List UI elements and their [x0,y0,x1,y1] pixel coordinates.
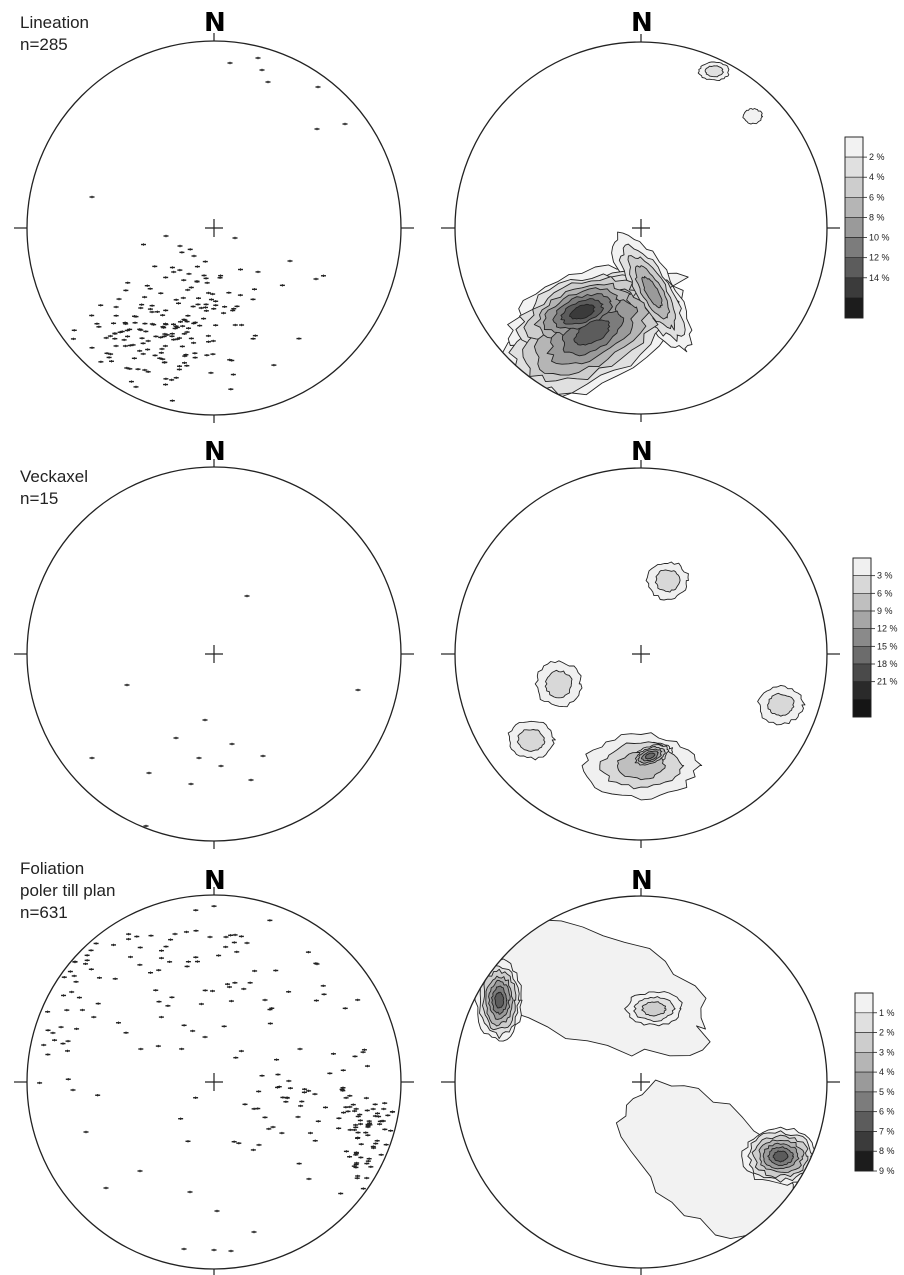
legend-frame [844,136,864,319]
legend-label: 12 % [869,253,890,263]
contour-line [654,569,681,593]
legend-swatch [852,592,872,612]
north-label-scatter-1: N [204,8,226,38]
legend-swatch [854,1032,874,1053]
contour-line [494,991,505,1009]
legend-swatch [854,1131,874,1152]
legend-swatch [854,1052,874,1073]
contour-line [516,729,546,752]
legend-swatch [852,557,872,577]
legend-label: 8 % [879,1146,895,1156]
legend-swatch [844,257,864,279]
contour-line [767,692,795,717]
contour-band [494,991,789,1163]
legend-swatch [844,136,864,158]
legend-label: 2 % [869,152,885,162]
foliation-subtitle: poler till plan [20,881,115,900]
north-label-scatter-2: N [204,437,226,467]
veckaxel-scatter-points [89,594,361,828]
contour-band [644,752,656,760]
veckaxel-panel: Veckaxel n=15 N N 3 % 6 % 9 % 12 % 15 % 18 % 2… [14,437,898,849]
veckaxel-title: Veckaxel [20,467,88,486]
legend-swatch [852,681,872,700]
legend-swatch [844,156,864,178]
foliation-panel: Foliation poler till plan n=631 N N 1 % 2… [14,859,895,1275]
legend-swatch [852,610,872,630]
lineation-panel: Lineation n=285 N N 2 % 4 % 6 % 8 % 10 % 12 %… [14,8,890,423]
legend-frame [852,557,872,718]
contour-line [704,65,724,78]
north-label-scatter-3: N [204,866,226,896]
legend-swatch [852,575,872,594]
foliation-scatter-points [37,904,396,1253]
legend-label: 6 % [877,588,893,598]
legend-swatch [844,176,864,198]
legend-swatch [844,277,864,299]
lineation-scatter-points [70,56,348,402]
legend-label: 15 % [877,641,898,651]
contour-line [742,108,764,125]
legend-label: 4 % [879,1067,895,1077]
contour-line [544,669,573,699]
legend-swatch [844,197,864,218]
contour-line [772,1150,789,1163]
legend-swatch [852,628,872,647]
legend-label: 14 % [869,273,890,283]
veckaxel-legend: 3 % 6 % 9 % 12 % 15 % 18 % 21 % [852,557,898,718]
lineation-count: n=285 [20,35,68,54]
legend-label: 9 % [877,606,893,616]
lineation-density-contours [496,61,764,404]
legend-label: 6 % [879,1107,895,1117]
legend-label: 18 % [877,659,898,669]
contour-line [641,1001,667,1017]
legend-swatch [854,1150,874,1172]
legend-label: 5 % [879,1087,895,1097]
legend-swatch [852,698,872,718]
legend-frame [854,992,874,1172]
legend-label: 3 % [877,571,893,581]
legend-label: 8 % [869,212,885,222]
contour-band [455,913,821,1240]
lineation-title: Lineation [20,13,89,32]
legend-swatch [844,217,864,238]
legend-swatch [854,992,874,1014]
legend-swatch [844,297,864,319]
veckaxel-density-contours [507,561,806,801]
legend-label: 3 % [879,1047,895,1057]
foliation-title: Foliation [20,859,84,878]
north-label-density-1: N [631,8,653,38]
legend-swatch [844,237,864,259]
legend-label: 12 % [877,624,898,634]
contour-line [569,303,596,320]
veckaxel-count: n=15 [20,489,58,508]
legend-swatch [854,1012,874,1033]
legend-label: 9 % [879,1166,895,1176]
foliation-density-contours [455,913,821,1240]
legend-label: 6 % [869,192,885,202]
legend-swatch [854,1111,874,1132]
legend-label: 2 % [879,1028,895,1038]
legend-swatch [852,663,872,683]
lineation-legend: 2 % 4 % 6 % 8 % 10 % 12 % 14 % [844,136,890,319]
legend-swatch [854,1071,874,1093]
foliation-count: n=631 [20,903,68,922]
foliation-legend: 1 % 2 % 3 % 4 % 5 % 6 % 7 % 8 % 9 % [854,992,895,1176]
legend-label: 4 % [869,172,885,182]
legend-label: 21 % [877,677,898,687]
legend-label: 1 % [879,1008,895,1018]
legend-swatch [854,1091,874,1113]
legend-swatch [852,645,872,665]
legend-label: 10 % [869,233,890,243]
contour-line [641,276,663,309]
north-label-density-3: N [631,866,653,896]
contour-line [644,752,656,760]
north-label-density-2: N [631,437,653,467]
legend-label: 7 % [879,1126,895,1136]
contour-band [569,303,596,320]
contour-line [573,319,611,346]
